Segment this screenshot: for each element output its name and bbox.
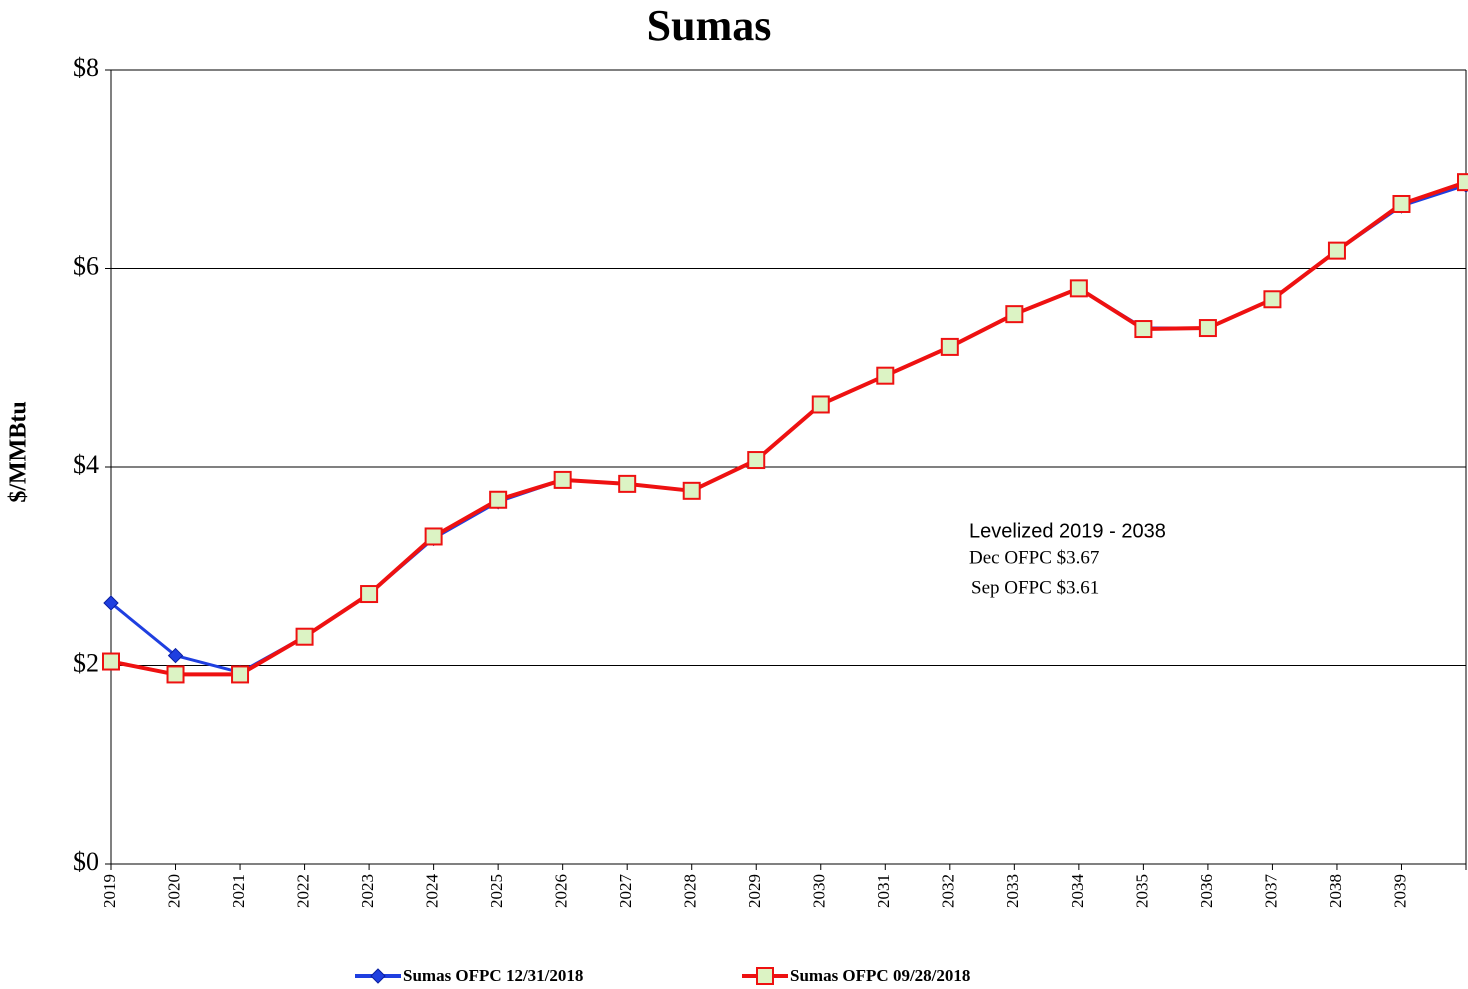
data-point bbox=[1263, 290, 1282, 309]
data-point bbox=[1198, 319, 1217, 338]
data-point bbox=[811, 395, 830, 414]
data-point bbox=[231, 665, 250, 684]
x-tick-label: 2027 bbox=[616, 874, 635, 909]
y-tick-label: $6 bbox=[73, 251, 99, 280]
data-point bbox=[102, 652, 120, 671]
x-tick-label: 2036 bbox=[1197, 874, 1216, 908]
series-line bbox=[110, 183, 1467, 674]
data-point bbox=[747, 451, 766, 470]
data-point bbox=[876, 366, 895, 385]
y-tick-label: $0 bbox=[73, 847, 99, 876]
legend-label: Sumas OFPC 12/31/2018 bbox=[403, 966, 583, 985]
data-point bbox=[103, 595, 119, 611]
x-tick-label: 2019 bbox=[100, 874, 119, 908]
data-point bbox=[360, 585, 379, 604]
data-point bbox=[1005, 305, 1024, 324]
x-tick-label: 2031 bbox=[874, 874, 893, 908]
x-tick-label: 2039 bbox=[1390, 874, 1409, 908]
data-point bbox=[940, 337, 959, 356]
data-point bbox=[1392, 194, 1411, 213]
x-tick-label: 2038 bbox=[1326, 874, 1345, 908]
legend-marker bbox=[370, 968, 386, 984]
data-point bbox=[489, 490, 508, 509]
y-axis-label: $/MMBtu bbox=[6, 401, 32, 502]
x-tick-label: 2025 bbox=[487, 874, 506, 908]
x-tick-label: 2023 bbox=[358, 874, 377, 908]
x-tick-label: 2021 bbox=[229, 874, 248, 908]
annotation: Levelized 2019 - 2038 bbox=[969, 520, 1166, 542]
legend-label: Sumas OFPC 09/28/2018 bbox=[790, 966, 970, 985]
data-point bbox=[1457, 173, 1468, 192]
x-tick-label: 2032 bbox=[939, 874, 958, 908]
data-point bbox=[553, 470, 572, 489]
chart-title: Sumas bbox=[647, 1, 772, 50]
data-point bbox=[682, 481, 701, 500]
x-tick-label: 2022 bbox=[293, 874, 312, 908]
data-point bbox=[295, 627, 314, 646]
y-tick-label: $4 bbox=[73, 450, 99, 479]
legend-marker bbox=[756, 967, 774, 985]
data-point bbox=[1069, 279, 1088, 298]
x-tick-label: 2024 bbox=[423, 874, 442, 909]
data-point bbox=[618, 474, 637, 493]
x-tick-label: 2026 bbox=[552, 874, 571, 908]
data-point bbox=[424, 527, 443, 546]
x-tick-label: 2037 bbox=[1261, 874, 1280, 909]
data-point bbox=[166, 665, 185, 684]
annotation: Sep OFPC $3.61 bbox=[971, 577, 1099, 598]
x-tick-label: 2020 bbox=[164, 874, 183, 908]
x-tick-label: 2035 bbox=[1132, 874, 1151, 908]
x-tick-label: 2030 bbox=[810, 874, 829, 908]
y-tick-label: $8 bbox=[73, 53, 99, 82]
data-point bbox=[1327, 241, 1346, 260]
data-point bbox=[167, 647, 184, 664]
y-tick-label: $2 bbox=[73, 648, 99, 677]
x-tick-label: 2033 bbox=[1003, 874, 1022, 908]
x-tick-label: 2029 bbox=[745, 874, 764, 908]
data-point bbox=[1134, 320, 1153, 339]
series-line bbox=[110, 180, 1467, 677]
x-tick-label: 2028 bbox=[681, 874, 700, 908]
annotation: Dec OFPC $3.67 bbox=[969, 547, 1099, 568]
x-tick-label: 2034 bbox=[1068, 874, 1087, 909]
